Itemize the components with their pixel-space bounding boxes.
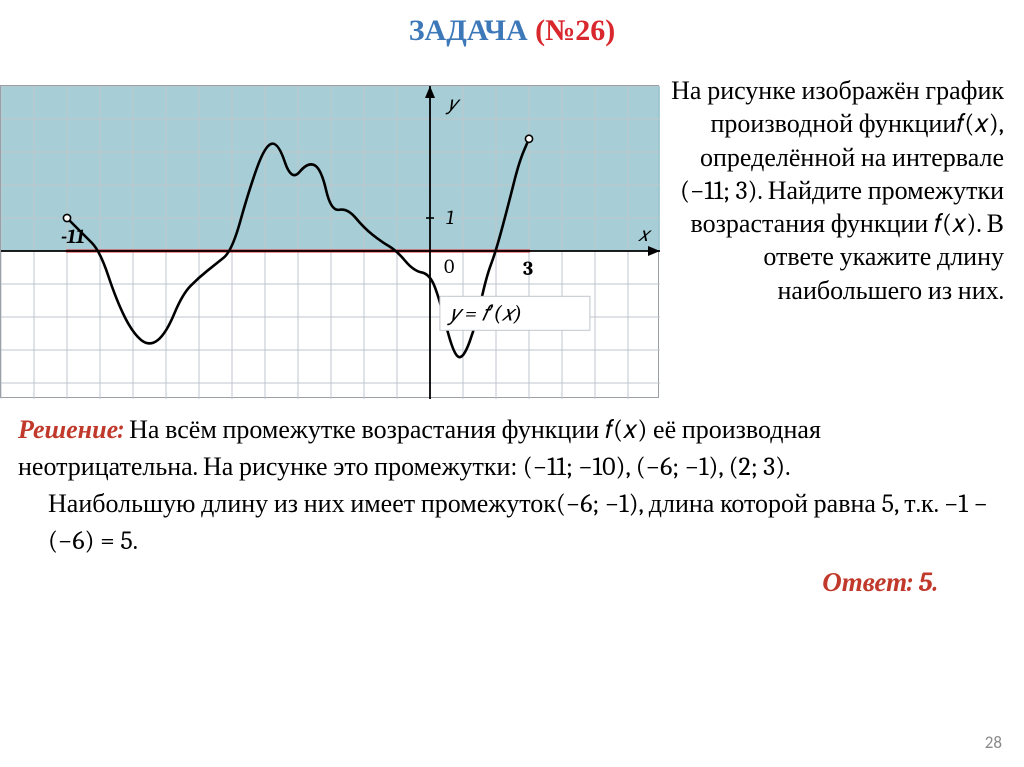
derivative-chart: 𝑦𝑥01-113𝑦 = 𝑓′(𝑥) [0, 85, 659, 398]
solution-text-1: На всём промежутке возрастания функции 𝑓… [18, 415, 821, 482]
svg-text:3: 3 [523, 257, 533, 280]
svg-text:1: 1 [446, 206, 454, 229]
problem-statement: На рисунке изображён график производной … [669, 75, 1004, 308]
solution-label: Решение: [18, 415, 123, 445]
svg-text:-11: -11 [61, 225, 85, 248]
answer-label: Ответ: [822, 567, 918, 598]
solution-block: Решение: На всём промежутке возрастания … [18, 412, 998, 602]
slide-number: 28 [985, 732, 1002, 753]
chart-svg: 𝑦𝑥01-113𝑦 = 𝑓′(𝑥) [1, 86, 660, 399]
svg-text:0: 0 [444, 255, 454, 278]
answer-value: 5. [918, 567, 938, 598]
title-text-1: Задача [409, 14, 535, 47]
answer-line: Ответ: 5. [18, 564, 938, 602]
svg-text:𝑦 = 𝑓′(𝑥): 𝑦 = 𝑓′(𝑥) [447, 300, 522, 326]
solution-para-1: Решение: На всём промежутке возрастания … [18, 412, 998, 486]
solution-para-2: Наибольшую длину из них имеет промежуток… [48, 486, 998, 560]
page-title: Задача (№26) [0, 0, 1024, 48]
title-text-2: (№26) [535, 14, 615, 47]
